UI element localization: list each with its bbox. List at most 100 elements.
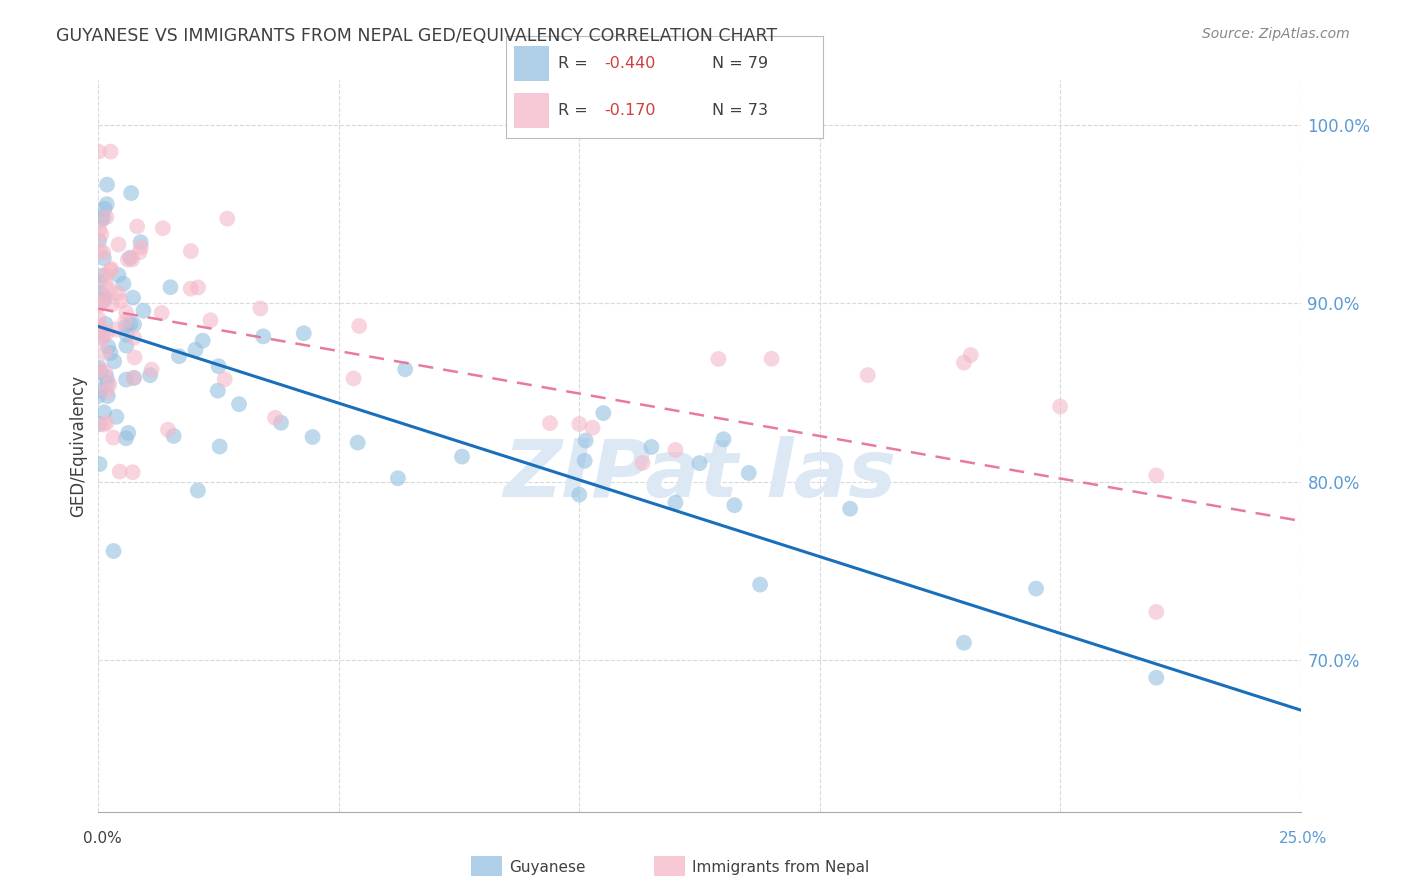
- Point: [122, 371, 145, 385]
- Point: [87, 321, 110, 335]
- Point: [1144, 671, 1167, 685]
- Point: [87, 360, 110, 375]
- Point: [91, 245, 114, 260]
- Point: [96, 178, 118, 192]
- Point: [129, 235, 152, 250]
- Text: R =: R =: [558, 103, 599, 118]
- Point: [94, 277, 117, 292]
- Point: [115, 431, 138, 445]
- Point: [94, 317, 117, 331]
- Point: [856, 368, 879, 382]
- Point: [264, 410, 287, 425]
- Point: [93, 405, 115, 419]
- Point: [953, 355, 976, 369]
- Point: [127, 219, 149, 234]
- Point: [141, 362, 163, 376]
- Point: [121, 465, 143, 479]
- Point: [120, 251, 142, 265]
- Text: 0.0%: 0.0%: [83, 831, 122, 846]
- Point: [152, 221, 174, 235]
- Point: [574, 454, 596, 468]
- Point: [87, 389, 110, 403]
- Point: [89, 223, 111, 237]
- Point: [94, 290, 117, 304]
- Point: [228, 397, 250, 411]
- Point: [100, 346, 122, 360]
- Point: [100, 261, 122, 276]
- Point: [98, 377, 121, 392]
- Point: [342, 371, 364, 385]
- Point: [959, 348, 981, 362]
- Point: [249, 301, 271, 316]
- Point: [112, 277, 135, 291]
- Point: [568, 417, 591, 431]
- Point: [121, 252, 143, 267]
- Point: [292, 326, 315, 341]
- Point: [93, 202, 115, 216]
- Point: [96, 210, 118, 224]
- Point: [93, 345, 115, 359]
- Point: [100, 145, 122, 159]
- Point: [103, 354, 125, 368]
- Point: [91, 268, 114, 283]
- Point: [191, 334, 214, 348]
- Point: [97, 389, 120, 403]
- Point: [115, 319, 138, 334]
- Point: [87, 298, 110, 312]
- Point: [89, 365, 111, 379]
- Point: [98, 283, 121, 297]
- Point: [180, 282, 202, 296]
- Text: -0.440: -0.440: [605, 56, 655, 70]
- Point: [87, 331, 110, 345]
- Point: [184, 343, 207, 357]
- Point: [749, 577, 772, 591]
- Point: [87, 312, 110, 326]
- Point: [839, 501, 862, 516]
- Point: [90, 296, 112, 310]
- Point: [96, 376, 118, 390]
- Point: [89, 362, 111, 376]
- Point: [200, 313, 222, 327]
- Point: [214, 372, 236, 386]
- Point: [953, 636, 976, 650]
- Point: [93, 417, 115, 432]
- Point: [761, 351, 783, 366]
- Point: [159, 280, 181, 294]
- Point: [91, 328, 114, 343]
- Bar: [515, 45, 548, 81]
- Point: [738, 466, 761, 480]
- Point: [117, 425, 139, 440]
- Point: [89, 457, 111, 471]
- Point: [107, 286, 129, 301]
- Point: [1144, 468, 1167, 483]
- Point: [122, 371, 145, 385]
- Point: [90, 227, 112, 241]
- Point: [664, 495, 686, 509]
- Point: [120, 317, 142, 331]
- Point: [664, 442, 686, 457]
- Point: [538, 416, 561, 430]
- Point: [451, 450, 474, 464]
- Point: [87, 145, 110, 159]
- Point: [108, 465, 131, 479]
- Text: Source: ZipAtlas.com: Source: ZipAtlas.com: [1202, 27, 1350, 41]
- Point: [150, 306, 173, 320]
- Point: [1049, 400, 1071, 414]
- Point: [707, 351, 730, 366]
- Point: [132, 303, 155, 318]
- Point: [252, 329, 274, 343]
- Point: [103, 544, 125, 558]
- Point: [581, 420, 603, 434]
- Point: [107, 268, 129, 282]
- Point: [631, 456, 654, 470]
- Point: [100, 297, 122, 311]
- Point: [110, 293, 132, 308]
- Point: [96, 197, 118, 211]
- Point: [117, 252, 139, 267]
- Text: N = 79: N = 79: [711, 56, 768, 70]
- Point: [217, 211, 239, 226]
- Point: [129, 240, 152, 254]
- Point: [91, 211, 114, 225]
- Point: [93, 293, 115, 308]
- Point: [346, 435, 368, 450]
